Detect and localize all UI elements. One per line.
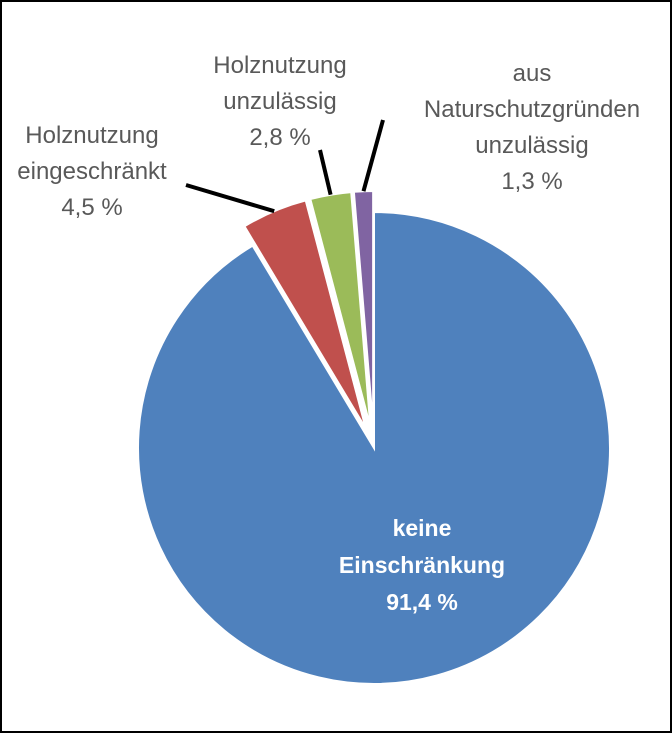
slice-label-keine-einschraenkung: keine Einschränkung 91,4 % <box>338 515 506 615</box>
pie-slice-naturschutzgruende <box>352 190 375 428</box>
slice-label-naturschutzgruende: aus Naturschutzgründen unzulässig 1,3 % <box>423 60 641 195</box>
pie-slice-keine-einschraenkung <box>136 210 611 685</box>
slice-label-holznutzung-eingeschraenkt: Holznutzung eingeschränkt 4,5 % <box>17 122 167 221</box>
leader-line-naturschutzgruende <box>361 119 385 192</box>
leader-line-holznutzung-unzulaessig <box>318 149 333 196</box>
leader-line-holznutzung-eingeschraenkt <box>185 183 275 214</box>
slice-label-holznutzung-unzulaessig: Holznutzung unzulässig 2,8 % <box>213 52 347 151</box>
